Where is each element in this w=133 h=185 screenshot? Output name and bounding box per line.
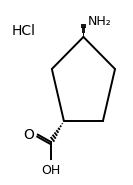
Text: OH: OH: [41, 164, 61, 177]
Text: O: O: [23, 128, 34, 142]
Text: NH₂: NH₂: [87, 15, 111, 28]
Text: HCl: HCl: [12, 24, 36, 38]
